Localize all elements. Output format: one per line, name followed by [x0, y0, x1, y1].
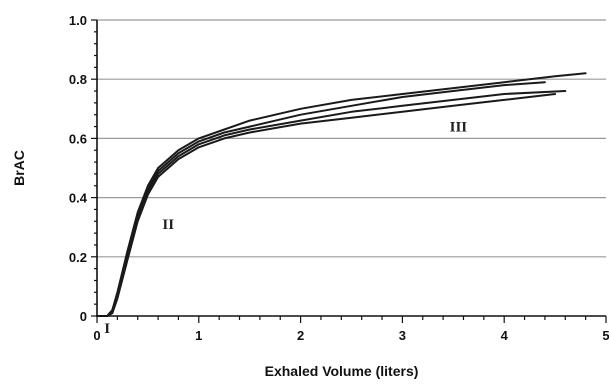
y-axis-title: BrAC	[11, 150, 27, 186]
y-tick-label-4: 0.8	[69, 72, 87, 87]
x-axis-title: Exhaled Volume (liters)	[265, 363, 419, 379]
y-tick-label-0: 0	[80, 309, 87, 324]
y-tick-label-2: 0.4	[69, 191, 88, 206]
y-tick-label-5: 1.0	[69, 13, 87, 28]
x-tick-label-4: 4	[501, 328, 509, 343]
series-line-4	[96, 93, 557, 317]
series-line-1	[96, 72, 587, 317]
phase-label-3: III	[450, 120, 468, 136]
phase-label-2: II	[162, 217, 174, 233]
tick-labels: 0 0.2 0.4 0.6 0.8 1.0 0 1 2 3 4 5	[69, 13, 609, 343]
phase-label-1: I	[104, 321, 110, 337]
tick-marks	[91, 19, 607, 323]
y-tick-label-1: 0.2	[69, 250, 87, 265]
y-tick-label-3: 0.6	[69, 131, 87, 146]
x-tick-label-1: 1	[195, 328, 202, 343]
x-tick-label-2: 2	[297, 328, 304, 343]
series-group	[96, 72, 587, 317]
x-tick-label-5: 5	[602, 328, 609, 343]
series-line-3	[96, 90, 567, 317]
axes	[96, 20, 606, 317]
x-tick-label-0: 0	[93, 328, 100, 343]
x-tick-label-3: 3	[399, 328, 406, 343]
